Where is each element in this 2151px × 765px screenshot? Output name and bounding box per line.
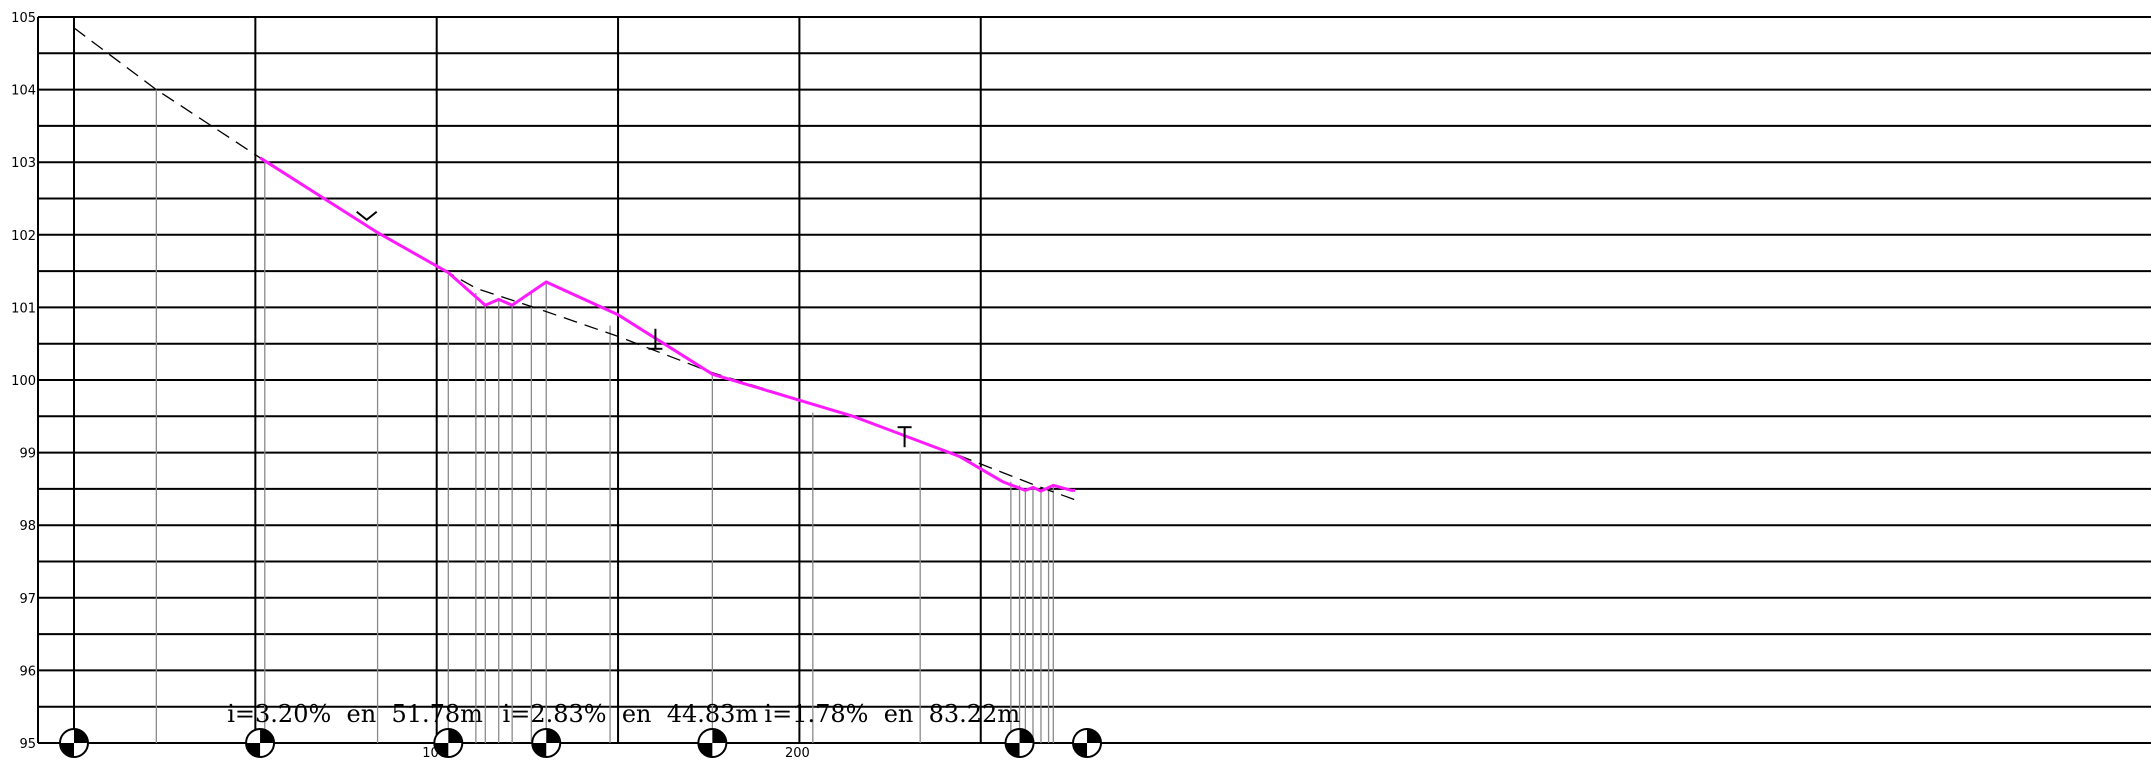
survey-marker-quadrant <box>698 743 712 757</box>
y-tick-label: 99 <box>19 447 36 462</box>
slope-annotations: i=3.20% en 51.78m i=2.83% en 44.83m i=1.78… <box>227 700 1020 728</box>
survey-marker-icon <box>532 729 560 757</box>
x-axis-ticks: 100 200 <box>422 746 810 761</box>
terrain-line <box>74 28 1075 500</box>
road-grade-line <box>260 158 1075 491</box>
y-tick-label: 96 <box>19 664 36 679</box>
x-tick-label: 200 <box>785 746 810 761</box>
survey-marker-icon <box>1006 729 1034 757</box>
survey-marker-quadrant <box>1087 729 1101 743</box>
y-tick-label: 103 <box>11 156 36 171</box>
survey-marker-quadrant <box>260 729 274 743</box>
y-tick-label: 105 <box>11 11 36 26</box>
curve-symbols <box>357 212 912 447</box>
y-tick-label: 97 <box>19 592 36 607</box>
y-tick-label: 100 <box>11 374 36 389</box>
y-tick-label: 101 <box>11 301 36 316</box>
survey-marker-quadrant <box>546 729 560 743</box>
survey-marker-quadrant <box>246 743 260 757</box>
slope-annotation: i=1.78% en 83.22m <box>764 700 1020 728</box>
y-tick-label: 104 <box>11 84 36 99</box>
y-tick-label: 102 <box>11 229 36 244</box>
survey-marker-quadrant <box>60 743 74 757</box>
y-tick-label: 95 <box>19 737 36 752</box>
slope-annotation: i=2.83% en 44.83m <box>503 700 759 728</box>
survey-marker-quadrant <box>448 729 462 743</box>
survey-marker-quadrant <box>1073 743 1087 757</box>
terrain-series <box>74 28 1075 500</box>
survey-marker-quadrant <box>532 743 546 757</box>
grid <box>38 17 2151 743</box>
survey-marker-quadrant <box>1006 743 1020 757</box>
survey-marker-quadrant <box>712 729 726 743</box>
survey-marker-quadrant <box>1020 729 1034 743</box>
survey-marker-icon <box>246 729 274 757</box>
survey-marker-icon <box>1073 729 1101 757</box>
survey-marker-quadrant <box>74 729 88 743</box>
y-tick-label: 98 <box>19 519 36 534</box>
survey-marker-icon <box>60 729 88 757</box>
slope-annotation: i=3.20% en 51.78m <box>227 700 483 728</box>
x-tick-label: 100 <box>422 746 447 761</box>
survey-marker-icon <box>698 729 726 757</box>
road-grade-series <box>260 158 1075 491</box>
y-axis-ticks: 95 96 97 98 99 100 101 102 103 104 105 <box>11 11 36 752</box>
sag-vertex-symbol <box>357 212 377 220</box>
